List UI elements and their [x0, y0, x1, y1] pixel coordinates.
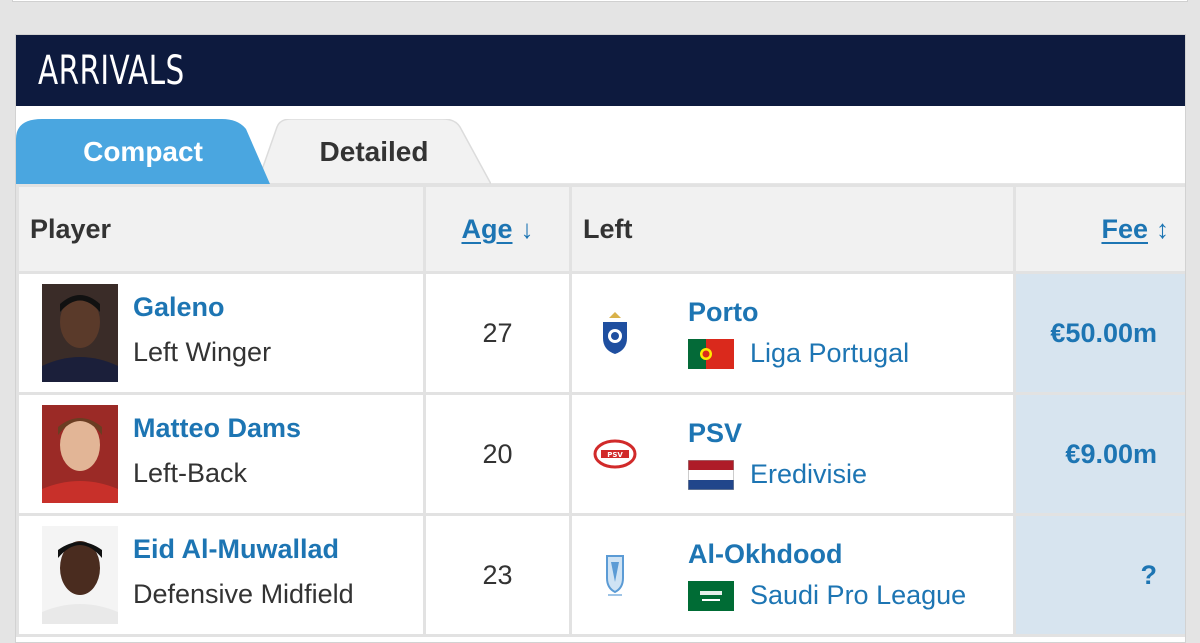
player-cell: Eid Al-Muwallad Defensive Midfield — [16, 513, 426, 637]
table-row: Eid Al-Muwallad Defensive Midfield 23 Al… — [16, 513, 1185, 637]
player-cell: Matteo Dams Left-Back — [16, 392, 426, 516]
player-photo-matteo-dams[interactable] — [42, 405, 118, 503]
player-position: Left Winger — [133, 337, 272, 367]
club-name[interactable]: Al-Okhdood — [688, 539, 843, 569]
player-cell: Galeno Left Winger — [16, 271, 426, 395]
fee-value: €50.00m — [1013, 271, 1185, 395]
arrivals-card: ARRIVALS Detailed Compact Player Age ↓ Le… — [15, 34, 1186, 643]
player-photo-galeno[interactable] — [42, 284, 118, 382]
player-photo-eid-al-muwallad[interactable] — [42, 526, 118, 624]
club-name[interactable]: Porto — [688, 297, 759, 327]
table-row: Matteo Dams Left-Back 20 PSV PSV — [16, 392, 1185, 516]
player-position: Defensive Midfield — [133, 579, 354, 609]
section-title: ARRIVALS — [38, 47, 185, 94]
league-name[interactable]: Eredivisie — [750, 459, 868, 489]
left-club-cell: PSV PSV Eredivisie — [569, 392, 1016, 516]
previous-card-edge — [12, 0, 1188, 2]
player-age: 20 — [423, 392, 572, 516]
psv-crest-icon[interactable]: PSV — [590, 429, 640, 479]
tab-detailed[interactable]: Detailed — [257, 119, 491, 184]
svg-text:PSV: PSV — [607, 451, 623, 459]
player-name[interactable]: Galeno — [133, 292, 225, 322]
fee-sort-link[interactable]: Fee — [1101, 213, 1148, 244]
header-fee[interactable]: Fee ↕ — [1013, 184, 1185, 274]
fee-value: ? — [1013, 513, 1185, 637]
age-sort-link[interactable]: Age — [461, 213, 513, 244]
arrivals-table: Player Age ↓ Left Fee ↕ — [16, 184, 1185, 637]
porto-crest-icon[interactable] — [590, 308, 640, 358]
header-age[interactable]: Age ↓ — [423, 184, 572, 274]
arrow-down-icon: ↓ — [520, 213, 534, 244]
header-player: Player — [16, 184, 426, 274]
saudi-arabia-flag-icon — [688, 580, 734, 611]
tab-detailed-label: Detailed — [319, 135, 429, 167]
tab-compact-label: Compact — [83, 135, 203, 167]
table-header-row: Player Age ↓ Left Fee ↕ — [16, 184, 1185, 274]
table-row: Galeno Left Winger 27 Porto — [16, 271, 1185, 395]
player-age: 27 — [423, 271, 572, 395]
sort-updown-icon: ↕ — [1156, 213, 1169, 244]
al-okhdood-crest-icon[interactable] — [590, 550, 640, 600]
portugal-flag-icon — [688, 338, 734, 369]
tab-compact[interactable]: Compact — [16, 119, 270, 184]
fee-value: €9.00m — [1013, 392, 1185, 516]
player-position: Left-Back — [133, 458, 248, 488]
netherlands-flag-icon — [688, 459, 734, 490]
section-header: ARRIVALS — [16, 35, 1185, 106]
club-name[interactable]: PSV — [688, 418, 743, 448]
player-name[interactable]: Eid Al-Muwallad — [133, 534, 340, 564]
view-tabs: Detailed Compact — [16, 106, 1185, 184]
league-name[interactable]: Saudi Pro League — [750, 580, 967, 610]
header-left: Left — [569, 184, 1016, 274]
league-name[interactable]: Liga Portugal — [750, 338, 910, 368]
player-name[interactable]: Matteo Dams — [133, 413, 302, 443]
left-club-cell: Porto Liga Portugal — [569, 271, 1016, 395]
left-club-cell: Al-Okhdood Saudi Pro League — [569, 513, 1016, 637]
player-age: 23 — [423, 513, 572, 637]
